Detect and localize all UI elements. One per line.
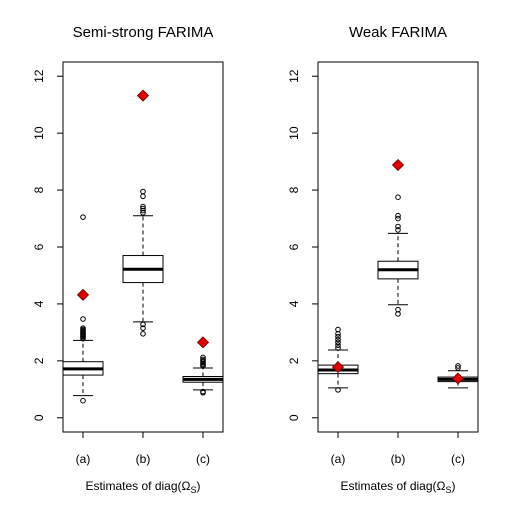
y-tick-label: 10: [32, 126, 46, 140]
true-value-marker: [76, 288, 90, 301]
outlier-point: [200, 388, 206, 395]
chart-title: Semi-strong FARIMA: [73, 24, 214, 41]
outlier-point: [395, 227, 401, 233]
box-b: [377, 158, 419, 317]
y-tick-label: 2: [32, 357, 46, 364]
x-axis-label-subscript: S: [191, 485, 197, 495]
outlier-point: [80, 325, 86, 331]
outlier-point: [395, 306, 401, 313]
panel-semi-strong-farima: Semi-strong FARIMA 0 2 4 6 8 10 12 (a) (b) (c) Esti…: [32, 24, 224, 495]
outlier-point: [395, 194, 401, 200]
outlier-point: [395, 212, 401, 219]
y-tick-label: 6: [287, 243, 301, 250]
box-b: [122, 89, 164, 337]
true-value-marker: [451, 372, 465, 385]
outlier-point: [335, 333, 341, 340]
true-value-marker: [136, 89, 150, 102]
x-tick-label: (b): [391, 452, 406, 466]
x-axis-label-symbol: Ω: [182, 479, 191, 493]
x-axis-label-prefix: Estimates of diag(: [340, 479, 436, 493]
outlier-point: [335, 345, 341, 351]
x-axis-label-suffix: ): [197, 479, 201, 493]
outlier-point: [335, 387, 341, 393]
true-value-marker: [391, 158, 405, 172]
outlier-point: [200, 356, 206, 363]
outlier-point: [335, 336, 341, 343]
outlier-point: [335, 342, 341, 348]
box-a: [317, 326, 359, 393]
chart-title: Weak FARIMA: [349, 24, 447, 41]
y-tick-label: 0: [32, 414, 46, 421]
box-c: [437, 363, 479, 389]
y-tick-label: 0: [287, 414, 301, 421]
y-tick-label: 2: [287, 357, 301, 364]
y-tick-label: 4: [32, 300, 46, 307]
outlier-point: [455, 365, 461, 371]
box-a: [62, 214, 104, 404]
box-c: [182, 336, 224, 396]
outlier-point: [140, 207, 146, 214]
x-axis-label-symbol: Ω: [437, 479, 446, 493]
y-tick-label: 8: [32, 186, 46, 193]
x-tick-label: (c): [451, 452, 465, 466]
x-tick-label: (a): [76, 452, 91, 466]
outlier-point: [395, 223, 401, 230]
x-tick-label: (c): [196, 452, 210, 466]
true-value-marker: [331, 361, 345, 374]
outlier-point: [80, 214, 86, 220]
x-tick-label: (b): [136, 452, 151, 466]
outlier-point: [395, 215, 401, 222]
x-axis-label-prefix: Estimates of diag(: [85, 479, 181, 493]
outlier-point: [140, 325, 146, 331]
outlier-point: [140, 331, 146, 337]
panel-weak-farima: Weak FARIMA 0 2 4 6 8 10 12 (a) (b) (c) Estimates o…: [287, 24, 479, 495]
true-value-marker: [196, 336, 210, 349]
outlier-point: [200, 354, 206, 361]
y-tick-label: 4: [287, 300, 301, 307]
y-tick-label: 10: [287, 126, 301, 140]
x-axis-label-subscript: S: [446, 485, 452, 495]
outlier-point: [80, 397, 86, 404]
x-axis-label: Estimates of diag(ΩS): [85, 479, 200, 495]
outlier-point: [80, 316, 86, 322]
y-tick-label: 12: [287, 69, 301, 83]
x-axis-label-suffix: ): [452, 479, 456, 493]
outlier-point: [140, 188, 146, 195]
outlier-point: [335, 326, 341, 333]
outlier-point: [140, 205, 146, 212]
y-tick-label: 12: [32, 69, 46, 83]
y-tick-label: 6: [32, 243, 46, 250]
outlier-point: [455, 363, 461, 369]
outlier-point: [140, 321, 146, 328]
outlier-point: [335, 339, 341, 346]
x-axis-label: Estimates of diag(ΩS): [340, 479, 455, 495]
outlier-point: [140, 203, 146, 210]
y-tick-label: 8: [287, 186, 301, 193]
x-tick-label: (a): [331, 452, 346, 466]
